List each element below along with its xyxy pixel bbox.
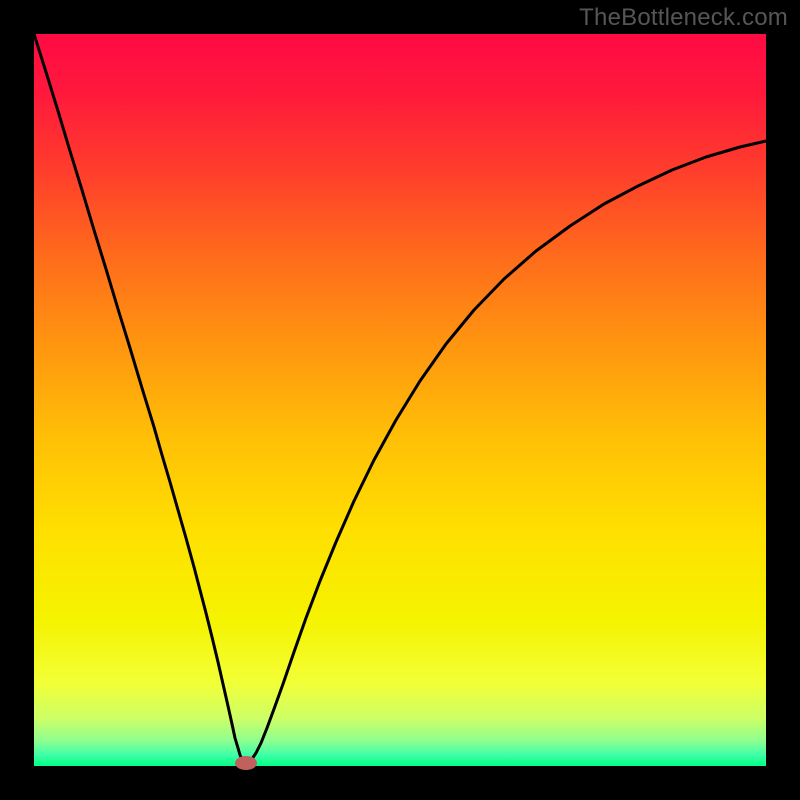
plot-background [34, 34, 766, 766]
watermark-text: TheBottleneck.com [579, 4, 788, 32]
bottleneck-chart [0, 0, 800, 800]
chart-frame: TheBottleneck.com [0, 0, 800, 800]
optimum-marker [235, 756, 257, 770]
